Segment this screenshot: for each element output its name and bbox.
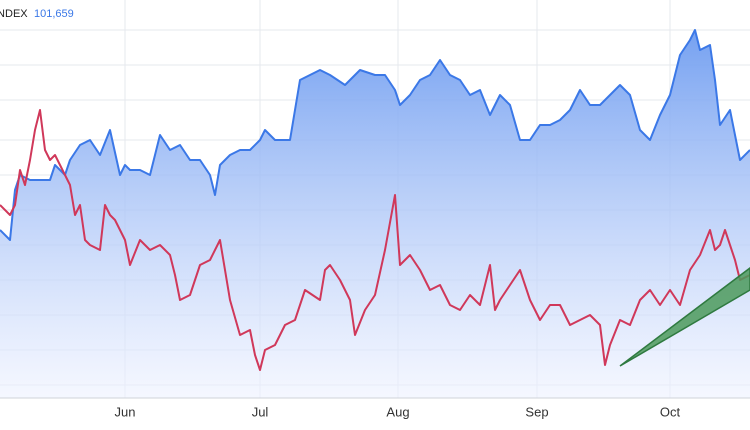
x-tick-label: Sep <box>525 404 548 419</box>
plot <box>0 0 750 398</box>
line <box>0 109 750 371</box>
triangle-drawing <box>619 267 750 367</box>
line <box>0 29 750 241</box>
x-tick-label: Jun <box>115 404 136 419</box>
index-label: INDEX <box>0 8 28 20</box>
index-value: 101,659 <box>34 8 74 20</box>
x-tick-label: Oct <box>660 404 681 419</box>
area <box>0 30 750 398</box>
x-tick-label: Jul <box>252 404 269 419</box>
x-tick-label: Aug <box>386 404 409 419</box>
legend-box <box>0 4 120 24</box>
